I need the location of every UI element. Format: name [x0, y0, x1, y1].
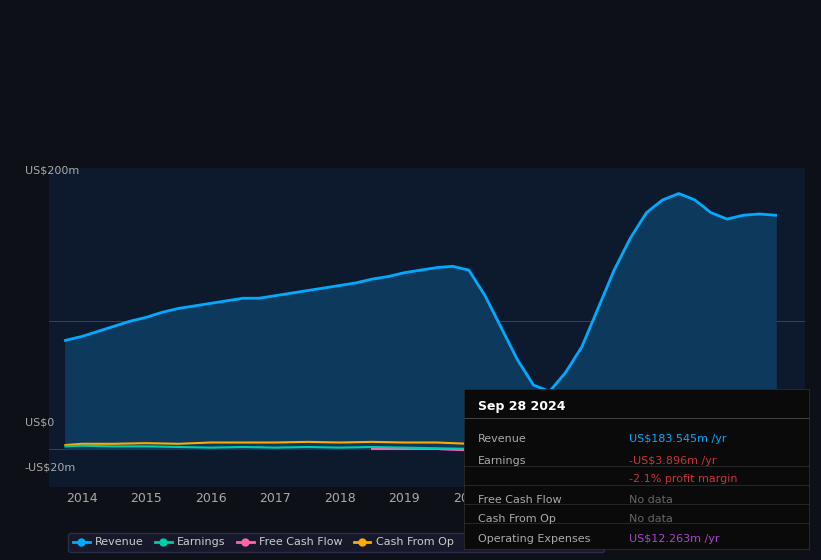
Text: -2.1% profit margin: -2.1% profit margin — [630, 474, 738, 484]
Text: Free Cash Flow: Free Cash Flow — [478, 494, 562, 505]
Text: Cash From Op: Cash From Op — [478, 514, 556, 524]
Text: US$200m: US$200m — [25, 166, 79, 176]
Text: Operating Expenses: Operating Expenses — [478, 534, 590, 544]
Text: Revenue: Revenue — [478, 434, 526, 444]
Text: US$12.263m /yr: US$12.263m /yr — [630, 534, 720, 544]
Text: Sep 28 2024: Sep 28 2024 — [478, 400, 565, 413]
Text: US$0: US$0 — [25, 418, 54, 428]
Text: Earnings: Earnings — [478, 456, 526, 466]
Text: -US$3.896m /yr: -US$3.896m /yr — [630, 456, 717, 466]
Text: -US$20m: -US$20m — [25, 463, 76, 473]
Legend: Revenue, Earnings, Free Cash Flow, Cash From Op, Operating Expenses: Revenue, Earnings, Free Cash Flow, Cash … — [68, 533, 604, 552]
Text: No data: No data — [630, 514, 673, 524]
Text: US$183.545m /yr: US$183.545m /yr — [630, 434, 727, 444]
Text: No data: No data — [630, 494, 673, 505]
